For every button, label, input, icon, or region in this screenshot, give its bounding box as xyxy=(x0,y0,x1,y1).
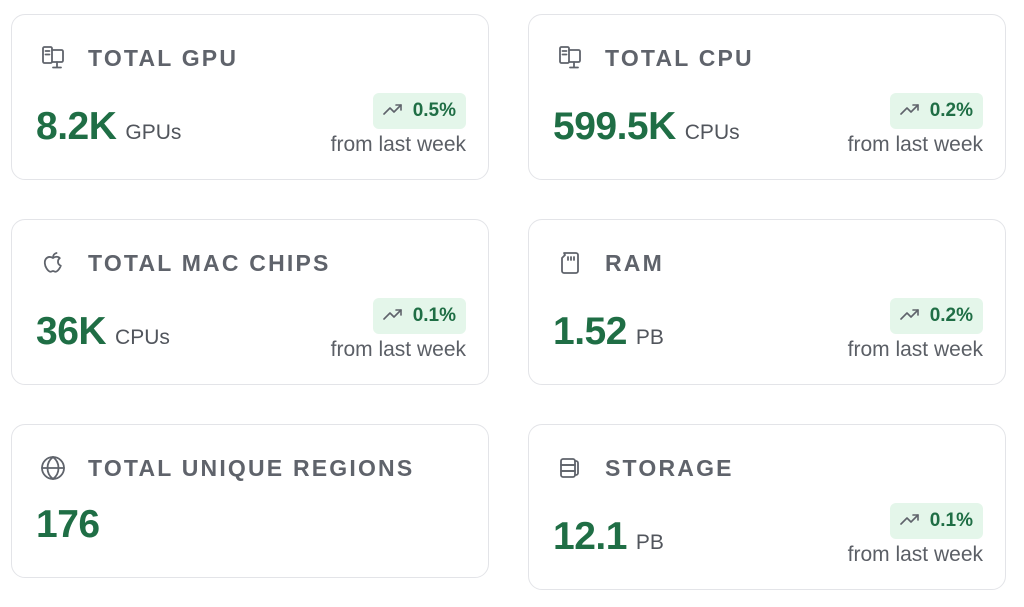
metric-unit: CPUs xyxy=(115,326,170,349)
metric-unit: PB xyxy=(635,531,664,554)
change-period: from last week xyxy=(330,133,466,156)
trending-up-icon xyxy=(382,102,403,121)
globe-icon xyxy=(38,453,68,483)
metric-value: 176 xyxy=(36,503,100,546)
card-title: TOTAL GPU xyxy=(88,44,239,71)
metric-value: 8.2K xyxy=(36,105,117,148)
card-header: TOTAL UNIQUE REGIONS xyxy=(38,451,414,485)
change-percent: 0.1% xyxy=(929,510,973,531)
trending-up-icon xyxy=(899,512,920,531)
metric-unit: CPUs xyxy=(684,121,740,144)
computer-icon xyxy=(38,43,68,73)
card-header: RAM xyxy=(555,246,664,280)
metric: 176 xyxy=(36,503,100,547)
weekly-change: 0.2% from last week xyxy=(848,93,983,157)
change-period: from last week xyxy=(847,338,983,361)
metric-unit: GPUs xyxy=(125,121,182,144)
metric: 12.1 PB xyxy=(553,515,664,559)
metric: 36K CPUs xyxy=(36,310,170,354)
stat-card-total-unique-regions: TOTAL UNIQUE REGIONS 176 xyxy=(11,424,489,578)
change-period: from last week xyxy=(847,133,983,156)
card-header: TOTAL GPU xyxy=(38,41,238,75)
card-header: STORAGE xyxy=(555,451,734,485)
change-period: from last week xyxy=(847,543,983,566)
database-icon xyxy=(555,453,585,483)
change-badge: 0.2% xyxy=(889,93,983,129)
weekly-change: 0.1% from last week xyxy=(331,298,466,362)
trending-up-icon xyxy=(899,102,920,121)
metric-value: 599.5K xyxy=(553,105,676,148)
change-percent: 0.5% xyxy=(412,100,456,121)
change-period: from last week xyxy=(330,338,466,361)
metric: 8.2K GPUs xyxy=(36,105,181,149)
weekly-change: 0.1% from last week xyxy=(848,503,983,567)
weekly-change: 0.2% from last week xyxy=(848,298,983,362)
metric-value: 1.52 xyxy=(553,310,627,353)
stat-card-storage: STORAGE 12.1 PB 0.1% from last week xyxy=(528,424,1006,590)
change-badge: 0.2% xyxy=(889,298,983,334)
metric: 599.5K CPUs xyxy=(553,105,740,149)
card-title: TOTAL MAC CHIPS xyxy=(88,249,331,276)
weekly-change: 0.5% from last week xyxy=(331,93,466,157)
card-title: TOTAL CPU xyxy=(605,44,754,71)
stat-card-total-mac-chips: TOTAL MAC CHIPS 36K CPUs 0.1% from last … xyxy=(11,219,489,385)
card-title: RAM xyxy=(605,249,664,276)
change-badge: 0.1% xyxy=(372,298,466,334)
change-badge: 0.5% xyxy=(372,93,466,129)
card-header: TOTAL CPU xyxy=(555,41,754,75)
apple-icon xyxy=(38,248,68,278)
card-header: TOTAL MAC CHIPS xyxy=(38,246,331,280)
metric: 1.52 PB xyxy=(553,310,664,354)
stat-card-ram: RAM 1.52 PB 0.2% from last week xyxy=(528,219,1006,385)
change-badge: 0.1% xyxy=(889,503,983,539)
metric-value: 12.1 xyxy=(553,515,627,558)
trending-up-icon xyxy=(899,307,920,326)
memory-card-icon xyxy=(555,248,585,278)
card-title: TOTAL UNIQUE REGIONS xyxy=(88,454,415,481)
metric-value: 36K xyxy=(36,310,107,353)
change-percent: 0.2% xyxy=(929,305,973,326)
change-percent: 0.2% xyxy=(929,100,973,121)
stat-card-total-gpu: TOTAL GPU 8.2K GPUs 0.5% from last week xyxy=(11,14,489,180)
change-percent: 0.1% xyxy=(412,305,456,326)
trending-up-icon xyxy=(382,307,403,326)
card-title: STORAGE xyxy=(605,454,734,481)
computer-icon xyxy=(555,43,585,73)
metric-unit: PB xyxy=(635,326,664,349)
stat-card-total-cpu: TOTAL CPU 599.5K CPUs 0.2% from last wee… xyxy=(528,14,1006,180)
